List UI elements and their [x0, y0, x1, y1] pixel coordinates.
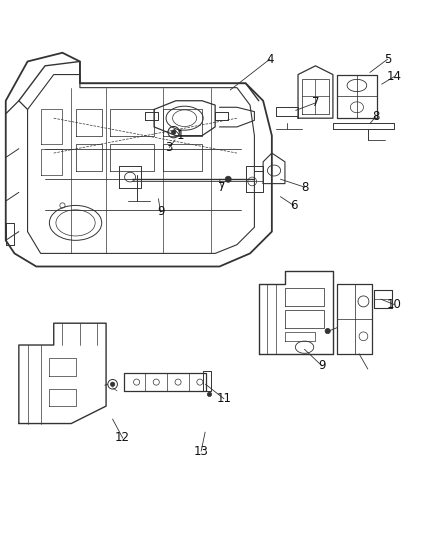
- Text: 6: 6: [289, 199, 297, 212]
- Text: 10: 10: [386, 298, 400, 311]
- Circle shape: [324, 328, 329, 334]
- Circle shape: [207, 392, 211, 397]
- Circle shape: [171, 130, 176, 134]
- Text: 14: 14: [385, 70, 401, 83]
- Text: 9: 9: [156, 206, 164, 219]
- Text: 13: 13: [193, 445, 208, 457]
- Text: 1: 1: [176, 129, 184, 142]
- Text: 7: 7: [311, 96, 318, 109]
- Circle shape: [225, 176, 231, 182]
- Text: 3: 3: [165, 141, 173, 154]
- Text: 5: 5: [383, 53, 390, 66]
- Text: 7: 7: [217, 181, 225, 193]
- Text: 12: 12: [115, 431, 130, 445]
- Text: 4: 4: [265, 53, 273, 66]
- Circle shape: [110, 382, 115, 386]
- Text: 11: 11: [216, 392, 231, 405]
- Text: 8: 8: [371, 110, 378, 123]
- Text: 9: 9: [318, 359, 325, 373]
- Text: 8: 8: [300, 181, 307, 193]
